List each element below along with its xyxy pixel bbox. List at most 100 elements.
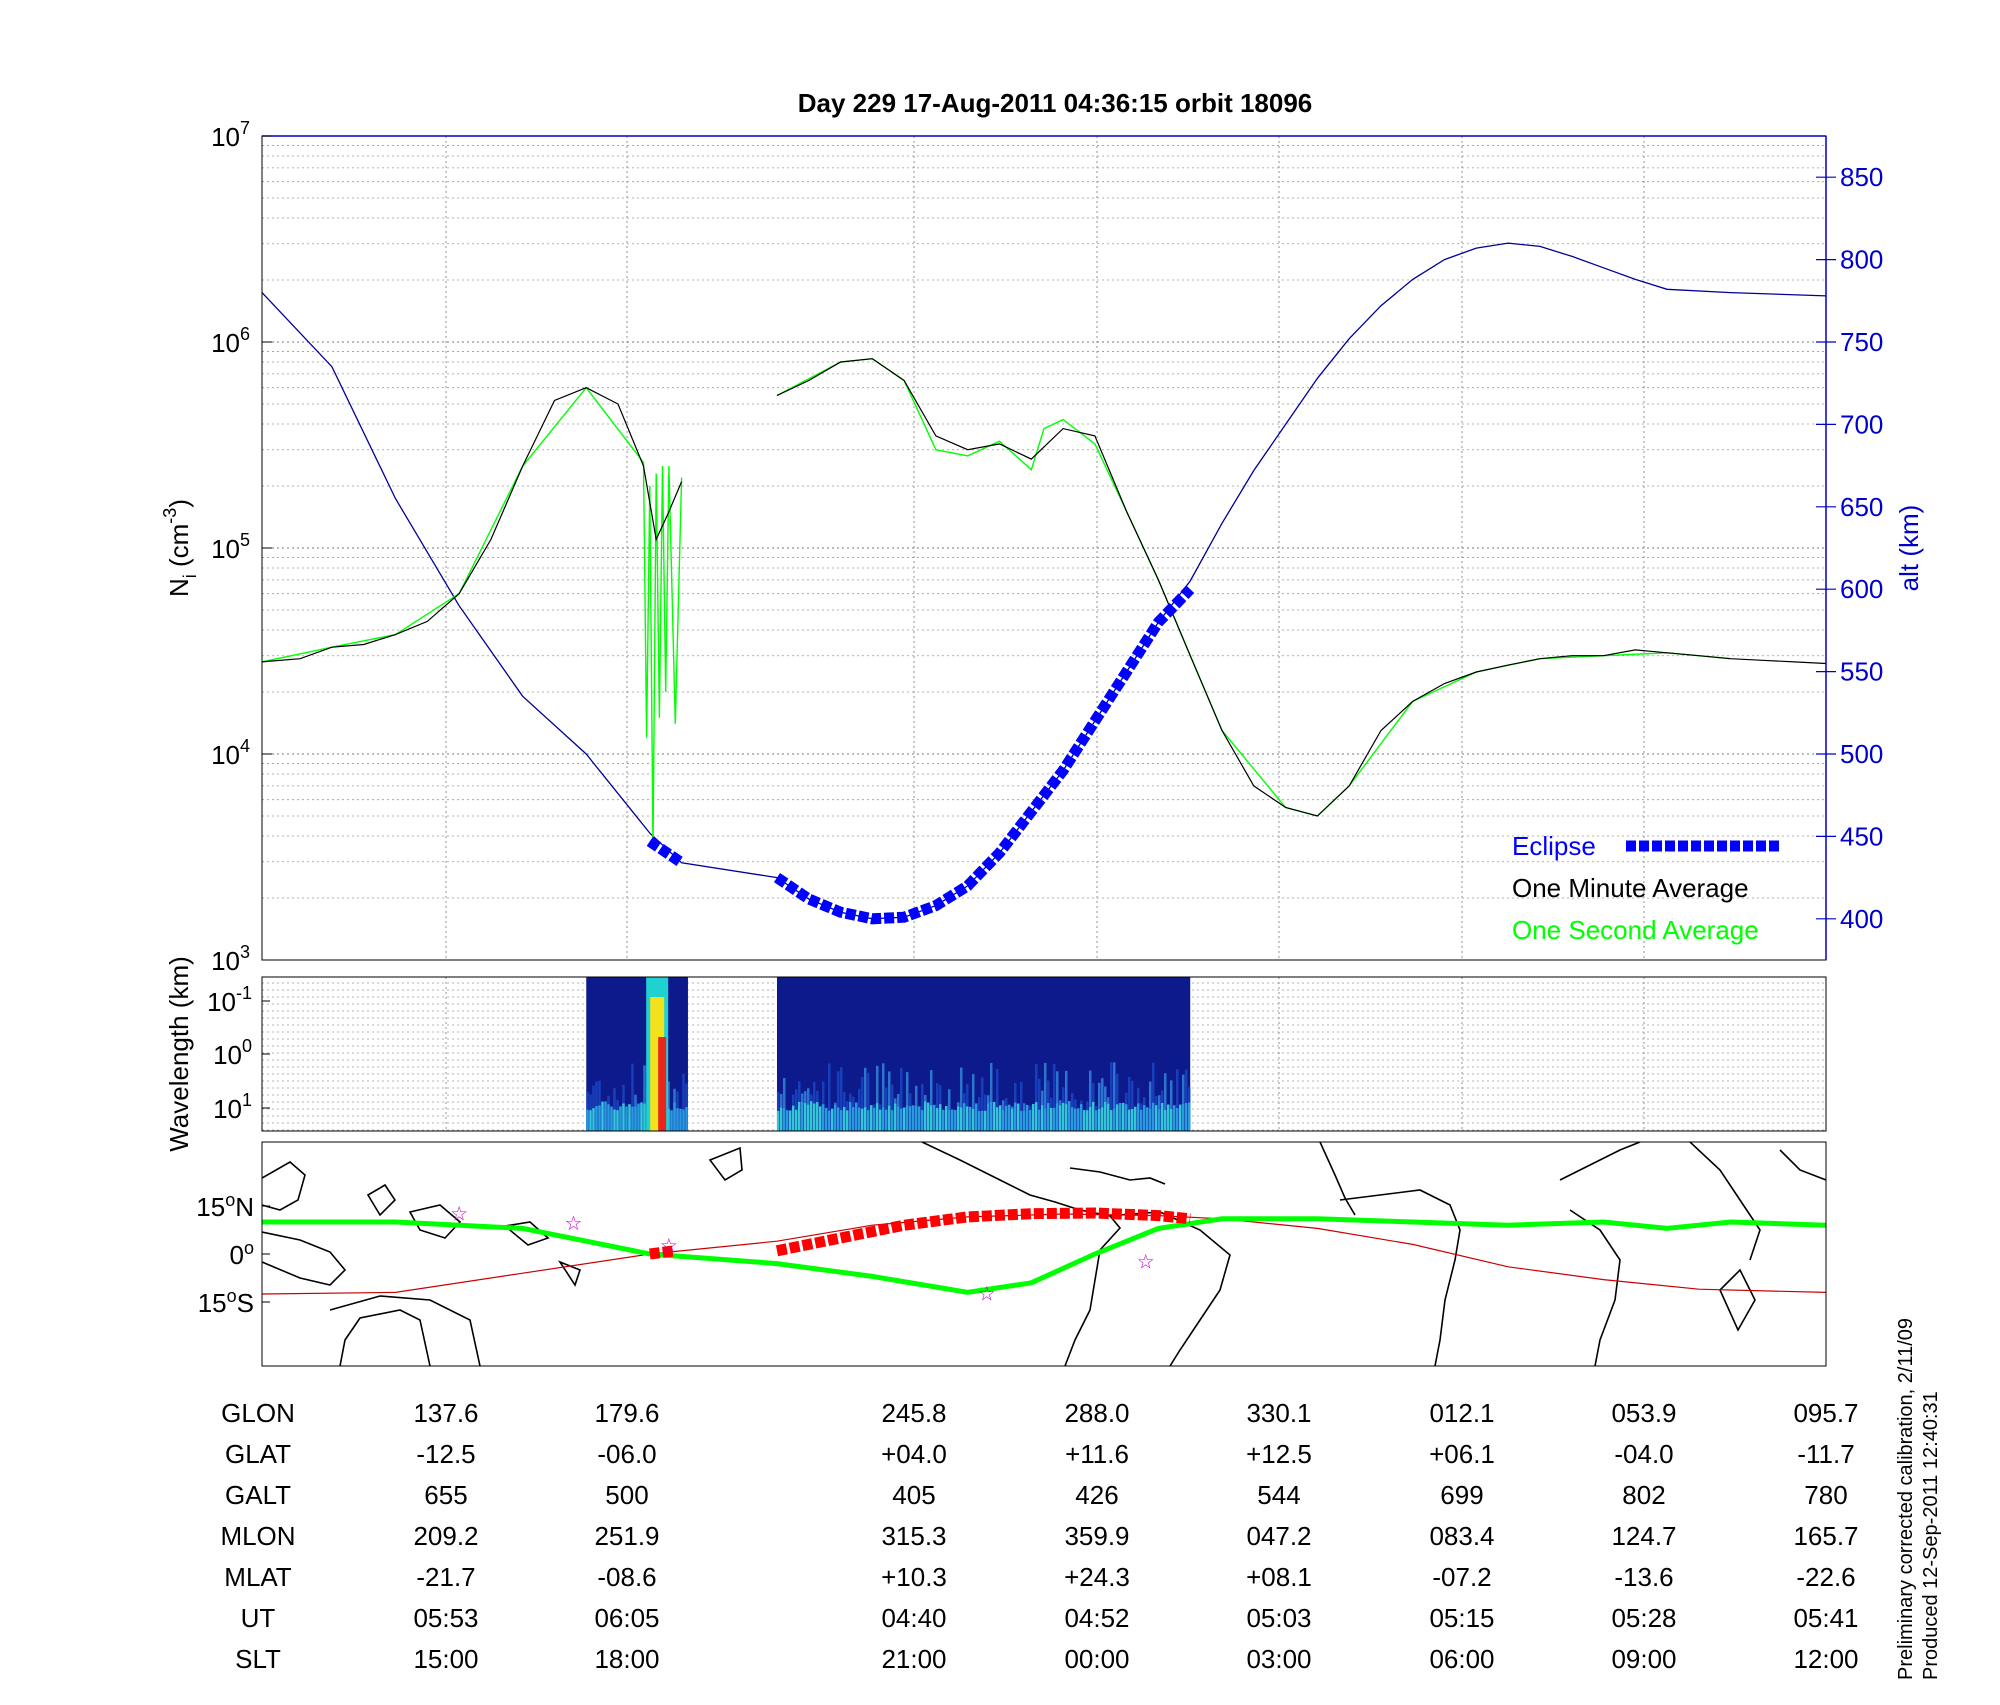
spectrogram-stripe-bottom (601, 1101, 604, 1131)
density-tick-label-2-base: 10 (211, 534, 240, 564)
spectrogram-stripe (971, 1074, 975, 1131)
spectrogram-stripe (929, 1070, 933, 1131)
spectrogram-stripe-bottom (1028, 1110, 1032, 1131)
table-row-label-mlon: MLON (220, 1521, 295, 1551)
spectrogram-stripe-bottom (899, 1108, 903, 1131)
wavelength-tick-label-1-base: 10 (213, 1040, 242, 1070)
star-marker: ☆ (565, 1213, 583, 1235)
spectrogram-stripe-bottom (842, 1106, 846, 1131)
coastline (708, 1146, 743, 1182)
map-tracks: ☆ ☆ ☆ ☆ ☆ (262, 1203, 1826, 1305)
table-cell: 209.2 (413, 1521, 478, 1551)
table-cell: 165.7 (1793, 1521, 1858, 1551)
star-marker: ☆ (978, 1283, 996, 1305)
table-cell: +10.3 (881, 1562, 947, 1592)
table-cell: -11.7 (1797, 1439, 1854, 1469)
spectrogram-stripe-bottom (1154, 1105, 1158, 1131)
spectrogram-stripe-bottom (809, 1101, 813, 1131)
wavelength-tick-label-2-base: 10 (213, 1094, 242, 1124)
table-cell: 00:00 (1064, 1644, 1129, 1674)
table-cell: 047.2 (1246, 1521, 1311, 1551)
coastline (408, 1204, 462, 1239)
spectrogram-stripe-bottom (622, 1103, 625, 1131)
one-minute-average-line (262, 387, 683, 663)
spectrogram-stripe-bottom (1169, 1109, 1173, 1131)
table-cell: +08.1 (1246, 1562, 1312, 1592)
spectrogram-stripe (1097, 1082, 1101, 1131)
spectrogram-stripe (1064, 1070, 1068, 1131)
spectrogram-stripe-bottom (782, 1108, 786, 1131)
spectrogram-stripe-bottom (1079, 1104, 1083, 1131)
spectrogram-stripe-bottom (935, 1108, 939, 1131)
spectrogram-stripe-bottom (1037, 1109, 1041, 1131)
spectrogram-stripe-bottom (776, 1110, 780, 1131)
spectrogram-stripe-bottom (965, 1106, 969, 1131)
spectrogram-stripe-bottom (932, 1104, 936, 1131)
table-cell: +06.1 (1429, 1439, 1495, 1469)
table-cell: 06:00 (1429, 1644, 1494, 1674)
table-cell: -22.6 (1796, 1562, 1855, 1592)
spectrogram-stripe-bottom (872, 1107, 876, 1131)
spectrogram-stripe-bottom (607, 1104, 610, 1131)
spectrogram-stripe-bottom (1034, 1102, 1038, 1131)
eclipse-segment (646, 836, 685, 868)
magnetic-equator-line (262, 1216, 1826, 1295)
spectrogram-stripe (1127, 1077, 1131, 1131)
table-cell: 699 (1440, 1480, 1483, 1510)
spectrogram-stripe-bottom (1187, 1102, 1191, 1131)
table-cell: 053.9 (1611, 1398, 1676, 1428)
spectrogram-stripe-bottom (1061, 1102, 1065, 1131)
spectrogram-stripe-bottom (875, 1103, 879, 1131)
table-cell: 21:00 (881, 1644, 946, 1674)
spectrogram-stripe-bottom (905, 1105, 909, 1131)
density-tick-label-1-base: 10 (211, 740, 240, 770)
spectrogram-stripe-bottom (1109, 1110, 1113, 1131)
altitude-tick-label-9: 850 (1840, 162, 1883, 192)
spectrogram-stripe-bottom (1163, 1110, 1167, 1131)
table-row-label-glat: GLAT (225, 1439, 291, 1469)
spectrogram-stripe (875, 1065, 879, 1131)
table-cell: -21.7 (416, 1562, 475, 1592)
spectrogram-stripe-bottom (1070, 1107, 1074, 1131)
spectrogram-stripe-bottom (893, 1103, 897, 1131)
spectrogram-stripe-bottom (818, 1106, 822, 1131)
table-cell: 04:52 (1064, 1603, 1129, 1633)
spectrogram-stripe-bottom (1091, 1101, 1095, 1131)
table-cell: +04.0 (881, 1439, 947, 1469)
altitude-tick-label-7: 750 (1840, 327, 1883, 357)
legend: Eclipse One Minute Average One Second Aver… (1512, 831, 1780, 945)
spectrogram-stripe-bottom (878, 1109, 882, 1131)
spectrogram-stripe (1184, 1069, 1188, 1131)
coastline (1689, 1142, 1761, 1261)
coastline (503, 1221, 550, 1246)
coastline (1779, 1149, 1826, 1181)
spectrogram-stripe-bottom (1073, 1108, 1077, 1131)
spectrogram-stripe-bottom (1103, 1101, 1107, 1131)
spectrogram-stripe-bottom (911, 1105, 915, 1131)
table-cell: 06:05 (594, 1603, 659, 1633)
spectrogram-stripe-bottom (812, 1103, 816, 1131)
spectrogram-stripe-bottom (1013, 1102, 1017, 1131)
wavelength-tick-label-0-base: 10 (207, 987, 236, 1017)
spectrogram-stripe-bottom (1142, 1105, 1146, 1131)
spectrogram-stripe-bottom (779, 1107, 783, 1131)
star-marker: ☆ (1137, 1251, 1155, 1273)
spectrogram-stripe (980, 1077, 984, 1131)
spectrogram-stripe-bottom (815, 1102, 819, 1131)
spectrogram-stripe-bottom (887, 1105, 891, 1131)
coastline (1559, 1142, 1641, 1181)
latitude-tick-deg: 15 (196, 1192, 225, 1222)
table-cell: 500 (605, 1480, 648, 1510)
spectrogram-stripe-bottom (806, 1104, 810, 1131)
spectrogram-stripe-bottom (1175, 1108, 1179, 1131)
density-tick-label-4-base: 10 (211, 122, 240, 152)
spectrogram-stripe-bottom (854, 1102, 858, 1131)
spectrogram-stripe (860, 1077, 864, 1131)
spectrogram-stripe-bottom (643, 1103, 646, 1131)
spectrogram-stripe-bottom (1166, 1104, 1170, 1131)
table-cell: 124.7 (1611, 1521, 1676, 1551)
table-cell: 802 (1622, 1480, 1665, 1510)
density-tick-label-4: 107 (211, 118, 250, 152)
